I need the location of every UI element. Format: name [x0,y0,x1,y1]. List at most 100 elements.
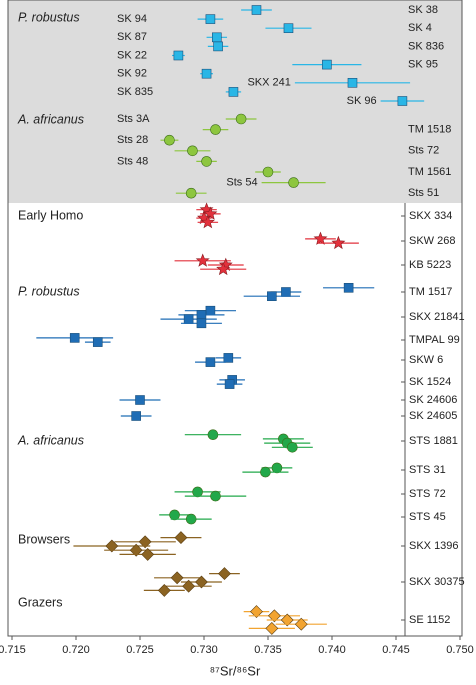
specimen-label: SKW 6 [409,354,443,366]
circle-marker [164,134,175,146]
square-marker [205,14,216,24]
group-label: Grazers [18,595,62,609]
diamond-marker [174,531,188,545]
group-label: P. robustus [18,284,80,298]
circle-marker [207,429,219,441]
specimen-label: SK 96 [347,95,377,107]
diamond-marker [157,583,171,597]
group-label: P. robustus [18,10,80,24]
circle-marker [260,466,271,478]
specimen-label: TM 1518 [408,124,451,136]
specimen-label: Sts 51 [408,187,439,199]
square-marker [224,379,235,389]
specimen-label: TMPAL 99 [409,334,460,346]
specimen-label: SK 22 [117,49,147,61]
star-marker [216,261,231,276]
square-marker [322,59,332,70]
diamond-marker [195,575,208,589]
circle-marker [192,486,203,498]
specimen-label: SKX 30375 [409,576,465,588]
specimen-label: SK 92 [117,68,147,80]
diamond-marker [182,579,196,593]
square-marker [343,282,354,293]
specimen-label: SK 4 [408,22,432,34]
diamond-marker [105,539,119,553]
circle-marker [235,113,247,125]
star-marker [195,253,210,267]
square-marker [213,41,223,52]
circle-marker [262,166,274,178]
square-marker [69,333,80,343]
specimen-label: SK 87 [117,31,147,43]
square-marker [131,411,141,421]
circle-marker [187,145,198,157]
specimen-label: STS 72 [409,488,446,500]
specimen-label: SK 95 [408,59,438,71]
square-marker [201,68,212,79]
star-marker [200,214,215,229]
square-marker [183,314,194,324]
specimen-label: SK 1524 [409,376,451,388]
x-tick-label: 0.735 [254,644,282,656]
specimen-label: SKX 241 [247,77,290,89]
group-label: A. africanus [17,433,84,447]
diamond-marker [265,621,279,635]
specimen-label: SK 38 [408,4,438,16]
square-marker [196,318,207,329]
specimen-label: SKX 1396 [409,540,459,552]
specimen-label: Sts 48 [117,155,148,167]
x-tick-label: 0.745 [382,644,410,656]
specimen-label: STS 1881 [409,435,458,447]
circle-marker [271,462,283,474]
square-marker [205,357,216,367]
star-marker [313,231,328,245]
diamond-marker [280,613,294,627]
square-marker [212,32,222,43]
x-tick-label: 0.715 [0,644,26,656]
square-marker [92,337,103,347]
circle-marker [185,187,197,199]
specimen-label: Sts 3A [117,113,150,125]
square-marker [228,87,239,97]
specimen-label: STS 31 [409,464,446,476]
x-tick-label: 0.725 [126,644,154,656]
specimen-label: SK 24605 [409,410,457,422]
group-label: Browsers [18,532,70,546]
x-axis-label: ⁸⁷Sr/⁸⁶Sr [210,663,261,678]
square-marker [223,353,234,363]
specimen-label: Sts 28 [117,134,148,146]
specimen-label: Sts 72 [408,145,439,157]
x-tick-label: 0.720 [62,644,90,656]
specimen-label: Sts 54 [226,177,257,189]
specimen-label: TM 1517 [409,286,452,298]
specimen-label: TM 1561 [408,166,451,178]
square-marker [347,78,358,88]
specimen-label: STS 45 [409,511,446,523]
circle-marker [169,509,180,521]
diamond-marker [294,617,308,631]
x-tick-label: 0.750 [446,644,474,656]
square-marker [251,5,262,15]
square-marker [397,96,408,106]
square-marker [205,305,216,316]
square-marker [283,23,294,34]
specimen-label: SE 1152 [409,614,450,626]
diamond-marker [141,547,155,561]
diamond-marker [170,571,184,585]
circle-marker [201,156,212,167]
specimen-label: SK 835 [117,86,153,98]
x-tick-label: 0.740 [318,644,346,656]
x-tick-label: 0.730 [190,644,218,656]
circle-marker [287,441,298,453]
specimen-label: SK 94 [117,13,147,25]
group-label: A. africanus [17,112,84,126]
square-marker [281,287,291,297]
specimen-label: SKX 334 [409,210,452,222]
specimen-label: SK 836 [408,40,444,52]
specimen-label: SKX 21841 [409,311,465,323]
specimen-label: SK 24606 [409,394,457,406]
circle-marker [210,490,221,502]
specimen-label: KB 5223 [409,259,451,271]
circle-marker [288,177,299,188]
